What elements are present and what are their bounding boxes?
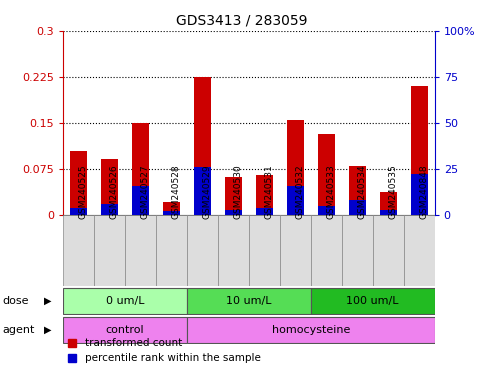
Bar: [256, 175, 273, 215]
Text: 0 um/L: 0 um/L: [105, 296, 144, 306]
Text: GSM240530: GSM240530: [233, 164, 242, 218]
FancyBboxPatch shape: [187, 215, 218, 286]
FancyBboxPatch shape: [63, 215, 94, 286]
Bar: [194, 167, 211, 215]
FancyBboxPatch shape: [63, 316, 187, 343]
Bar: [287, 120, 304, 215]
FancyBboxPatch shape: [218, 215, 249, 286]
FancyBboxPatch shape: [125, 215, 156, 286]
FancyBboxPatch shape: [280, 215, 311, 286]
Text: ▶: ▶: [43, 325, 51, 335]
Text: GSM240529: GSM240529: [202, 164, 211, 218]
Text: GSM240532: GSM240532: [295, 164, 304, 218]
FancyBboxPatch shape: [63, 288, 187, 314]
Text: ▶: ▶: [43, 296, 51, 306]
Bar: [70, 208, 87, 215]
Bar: [163, 202, 180, 215]
Bar: [101, 204, 118, 215]
Text: GSM240525: GSM240525: [78, 164, 87, 218]
Bar: [349, 166, 366, 215]
Text: GSM240531: GSM240531: [264, 164, 273, 218]
Bar: [256, 208, 273, 215]
Text: 10 um/L: 10 um/L: [226, 296, 271, 306]
Bar: [225, 177, 242, 215]
FancyBboxPatch shape: [156, 215, 187, 286]
Text: GSM240535: GSM240535: [388, 164, 397, 218]
Bar: [411, 86, 428, 215]
Text: homocysteine: homocysteine: [271, 325, 350, 335]
Bar: [132, 185, 149, 215]
Bar: [163, 211, 180, 215]
FancyBboxPatch shape: [342, 215, 373, 286]
Bar: [132, 123, 149, 215]
Text: GSM240848: GSM240848: [419, 164, 428, 218]
Text: control: control: [105, 325, 144, 335]
FancyBboxPatch shape: [311, 215, 342, 286]
Bar: [194, 77, 211, 215]
FancyBboxPatch shape: [311, 288, 435, 314]
Bar: [287, 185, 304, 215]
Text: GSM240534: GSM240534: [357, 164, 366, 218]
Legend: transformed count, percentile rank within the sample: transformed count, percentile rank withi…: [68, 338, 260, 363]
Text: dose: dose: [2, 296, 29, 306]
Bar: [318, 206, 335, 215]
Bar: [411, 174, 428, 215]
Bar: [101, 159, 118, 215]
Text: GSM240526: GSM240526: [109, 164, 118, 218]
Bar: [380, 210, 397, 215]
FancyBboxPatch shape: [373, 215, 404, 286]
Text: agent: agent: [2, 325, 35, 335]
Text: 100 um/L: 100 um/L: [346, 296, 399, 306]
Text: GDS3413 / 283059: GDS3413 / 283059: [176, 13, 307, 27]
FancyBboxPatch shape: [187, 316, 435, 343]
Text: GSM240527: GSM240527: [140, 164, 149, 218]
FancyBboxPatch shape: [187, 288, 311, 314]
Bar: [349, 200, 366, 215]
Text: GSM240528: GSM240528: [171, 164, 180, 218]
Bar: [225, 210, 242, 215]
FancyBboxPatch shape: [404, 215, 435, 286]
FancyBboxPatch shape: [249, 215, 280, 286]
Bar: [318, 134, 335, 215]
FancyBboxPatch shape: [94, 215, 125, 286]
Bar: [70, 151, 87, 215]
Text: GSM240533: GSM240533: [326, 164, 335, 218]
Bar: [380, 192, 397, 215]
